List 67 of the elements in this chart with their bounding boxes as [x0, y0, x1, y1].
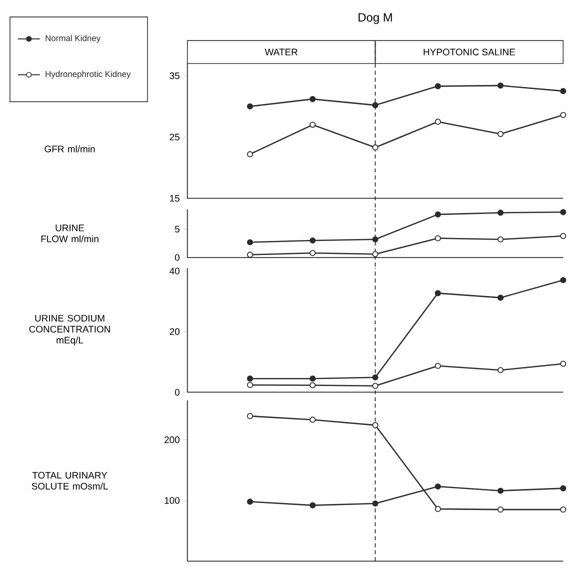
y-tick-label: 200	[164, 436, 180, 444]
y-axis-title: TOTAL URINARY SOLUTE mOsm/L	[32, 472, 108, 490]
point	[372, 422, 378, 428]
point	[497, 294, 504, 301]
point	[246, 252, 253, 258]
y-tick-label: 100	[164, 497, 180, 504]
point	[560, 88, 566, 94]
point	[434, 506, 441, 512]
point	[497, 506, 504, 513]
point	[310, 416, 316, 423]
point	[434, 211, 441, 218]
point	[497, 488, 504, 494]
point	[246, 151, 253, 158]
point	[434, 83, 441, 90]
point	[310, 376, 316, 382]
point	[310, 96, 316, 102]
y-tick-label: 35	[170, 72, 180, 80]
y-tick-label: 0	[174, 388, 180, 396]
y-tick-label: 0	[174, 254, 180, 261]
y-axis-title: URINE SODIUM CONCENTRATION mEq/L	[29, 314, 110, 346]
y-tick-label: 40	[170, 268, 180, 274]
point	[560, 506, 566, 513]
text: WATER	[264, 48, 298, 56]
chart-title: Dog M	[358, 13, 392, 24]
y-axis-title: GFR ml/min	[44, 145, 95, 152]
point	[372, 382, 378, 389]
point	[497, 236, 504, 242]
point	[246, 376, 253, 382]
point	[372, 374, 378, 380]
point	[434, 235, 441, 242]
point	[246, 103, 253, 110]
point	[372, 500, 378, 507]
y-tick-label: 5	[174, 226, 180, 232]
point	[560, 232, 566, 240]
point	[560, 360, 566, 367]
y-tick-label: 25	[170, 134, 180, 140]
point	[434, 483, 441, 490]
point	[246, 382, 253, 388]
point	[246, 413, 253, 420]
point	[246, 239, 253, 246]
point	[497, 82, 504, 89]
point	[372, 236, 378, 242]
point	[560, 209, 566, 216]
legend-label: Hydronephrotic Kidney	[46, 70, 131, 79]
point	[372, 251, 378, 258]
point	[497, 130, 504, 138]
point	[310, 250, 316, 256]
point	[497, 210, 504, 216]
point	[560, 112, 566, 118]
point	[372, 102, 378, 108]
point	[310, 237, 316, 244]
point	[310, 122, 316, 128]
point	[372, 144, 378, 151]
point	[560, 277, 566, 284]
point	[310, 502, 316, 508]
text: HYPOTONIC SALINE	[424, 48, 515, 56]
y-tick-label: 20	[170, 328, 180, 335]
y-tick-label: 15	[170, 195, 180, 202]
y-axis-title: URINE FLOW ml/min	[41, 224, 98, 242]
legend-label: Normal Kidney	[46, 34, 101, 43]
point	[434, 362, 441, 369]
point	[434, 290, 441, 296]
point	[560, 485, 566, 492]
point	[434, 118, 441, 125]
point	[497, 367, 504, 374]
point	[246, 498, 253, 505]
point	[310, 382, 316, 388]
